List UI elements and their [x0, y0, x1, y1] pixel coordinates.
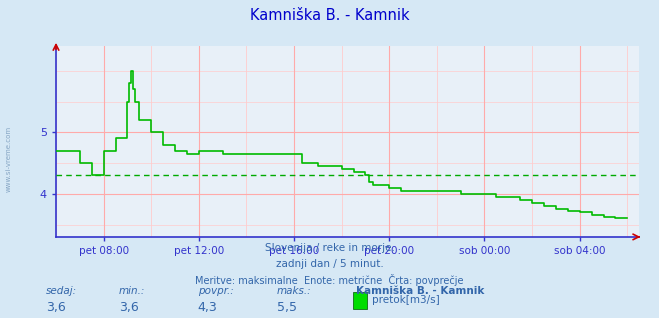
Text: povpr.:: povpr.: — [198, 286, 233, 296]
Text: zadnji dan / 5 minut.: zadnji dan / 5 minut. — [275, 259, 384, 269]
Text: pretok[m3/s]: pretok[m3/s] — [372, 295, 440, 305]
Text: www.si-vreme.com: www.si-vreme.com — [5, 126, 12, 192]
Text: 3,6: 3,6 — [46, 301, 66, 314]
Text: min.:: min.: — [119, 286, 145, 296]
Text: Meritve: maksimalne  Enote: metrične  Črta: povprečje: Meritve: maksimalne Enote: metrične Črta… — [195, 274, 464, 286]
Text: 5,5: 5,5 — [277, 301, 297, 314]
Text: Kamniška B. - Kamnik: Kamniška B. - Kamnik — [250, 8, 409, 23]
Text: Kamniška B. - Kamnik: Kamniška B. - Kamnik — [356, 286, 484, 296]
Text: Slovenija / reke in morje.: Slovenija / reke in morje. — [264, 243, 395, 253]
Text: sedaj:: sedaj: — [46, 286, 77, 296]
Text: 4,3: 4,3 — [198, 301, 217, 314]
Text: 3,6: 3,6 — [119, 301, 138, 314]
Text: maks.:: maks.: — [277, 286, 312, 296]
